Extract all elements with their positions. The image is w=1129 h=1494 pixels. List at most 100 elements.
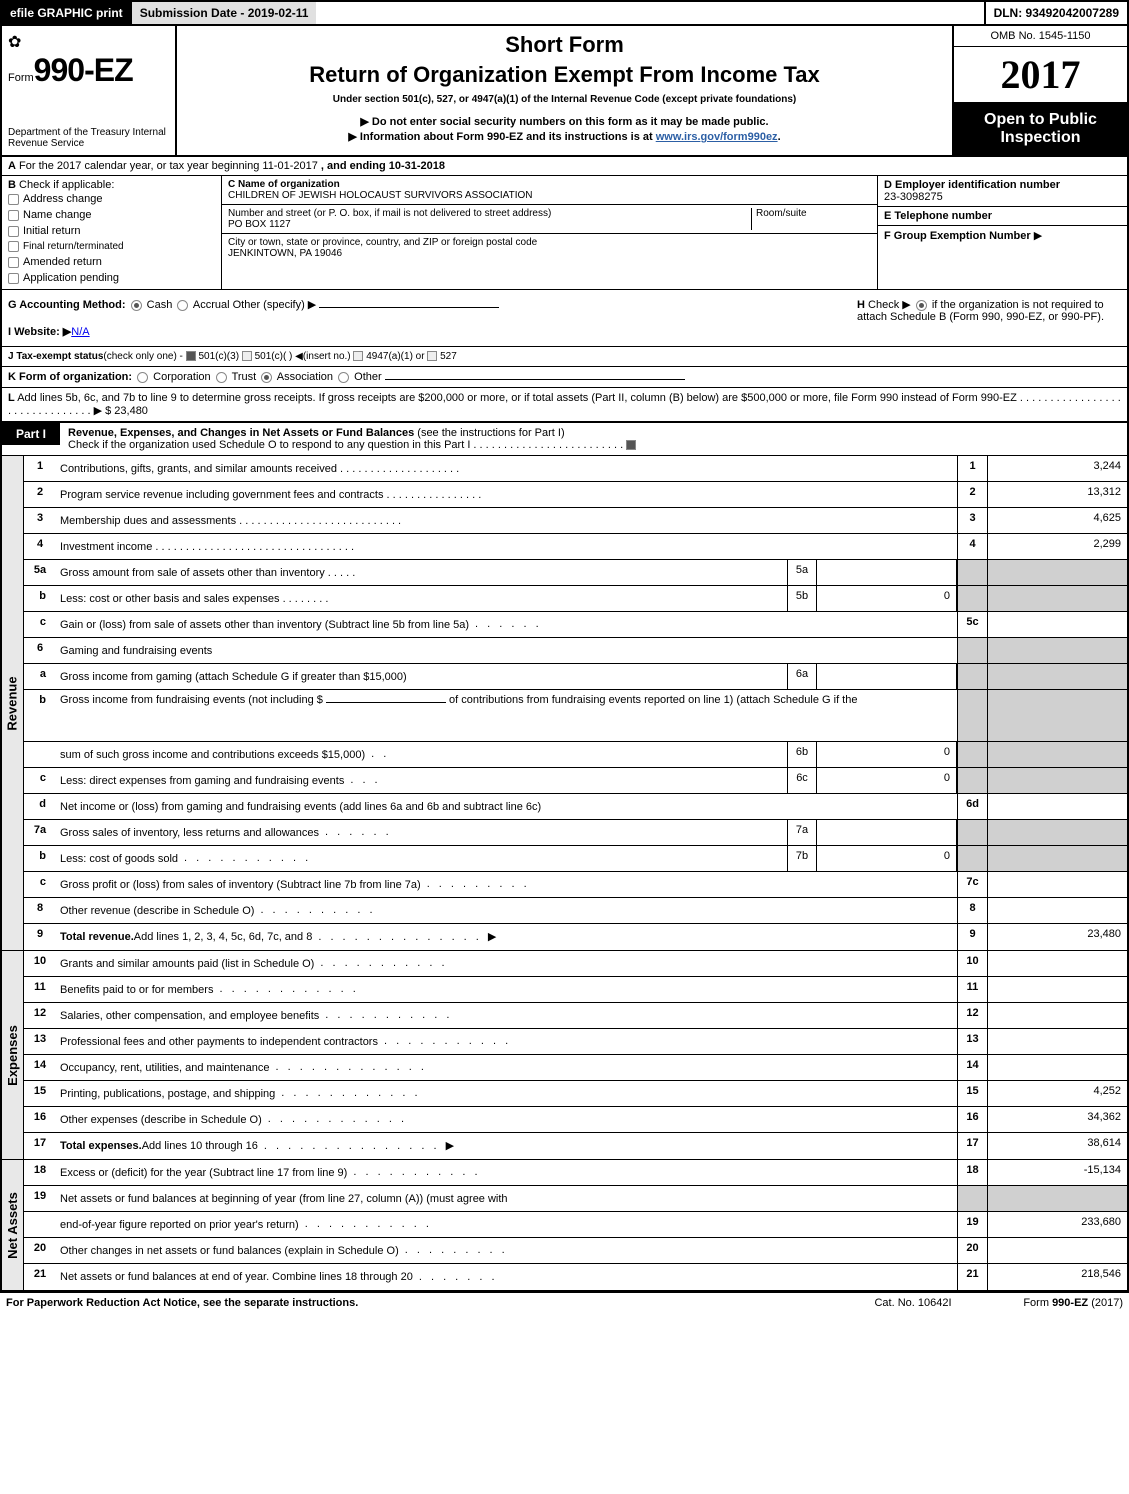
r12-text: Salaries, other compensation, and employ… xyxy=(60,1010,319,1022)
r6a-desc: Gross income from gaming (attach Schedul… xyxy=(56,664,787,689)
r11-text: Benefits paid to or for members xyxy=(60,984,213,996)
r18-val: -15,134 xyxy=(987,1160,1127,1185)
r18-box: 18 xyxy=(957,1160,987,1185)
r16-desc: Other expenses (describe in Schedule O).… xyxy=(56,1107,957,1132)
netassets-rows: 18Excess or (deficit) for the year (Subt… xyxy=(24,1160,1127,1290)
dept-info: Department of the Treasury Internal Reve… xyxy=(8,127,169,149)
expenses-tab-text: Expenses xyxy=(5,1025,20,1086)
open-public-2: Inspection xyxy=(958,129,1123,147)
chk-4947[interactable] xyxy=(353,351,363,361)
r7a-dots: . . . . . . xyxy=(325,826,777,839)
r11-dots: . . . . . . . . . . . . xyxy=(219,983,947,996)
r17-desc: Total expenses. Add lines 10 through 16.… xyxy=(56,1133,957,1159)
notice-ssn: ▶ Do not enter social security numbers o… xyxy=(187,115,942,128)
chk-527[interactable] xyxy=(427,351,437,361)
g-other: Other (specify) ▶ xyxy=(233,299,317,311)
r6b2-desc: sum of such gross income and contributio… xyxy=(56,742,787,767)
radio-h-check[interactable] xyxy=(916,300,927,311)
g-cash: Cash xyxy=(147,299,173,311)
r9-box: 9 xyxy=(957,924,987,950)
j-opt4: 527 xyxy=(440,351,457,362)
submission-date: Submission Date - 2019-02-11 xyxy=(131,2,317,24)
r13-val xyxy=(987,1029,1127,1054)
r17-box: 17 xyxy=(957,1133,987,1159)
r7a-desc: Gross sales of inventory, less returns a… xyxy=(56,820,787,845)
r19-val: 233,680 xyxy=(987,1212,1127,1237)
r5c-dots: . . . . . . xyxy=(475,618,947,631)
r4-val: 2,299 xyxy=(987,534,1127,559)
cb-amended-return[interactable] xyxy=(8,257,19,268)
c-label: C Name of organization xyxy=(228,179,340,190)
k-opt2: Association xyxy=(277,371,333,383)
r10-val xyxy=(987,951,1127,976)
part1-tag: Part I xyxy=(2,423,60,445)
r3-desc: Membership dues and assessments . . . . … xyxy=(56,508,957,533)
cb-initial-return[interactable] xyxy=(8,226,19,237)
radio-corp[interactable] xyxy=(137,372,148,383)
r6a-box-shade xyxy=(957,664,987,689)
r21-dots: . . . . . . . xyxy=(419,1271,947,1284)
netassets-tab: Net Assets xyxy=(2,1160,24,1290)
r12-box: 12 xyxy=(957,1003,987,1028)
g-label: G Accounting Method: xyxy=(8,299,126,311)
city-label: City or town, state or province, country… xyxy=(228,237,537,248)
r10-num: 10 xyxy=(24,951,56,976)
radio-accrual[interactable] xyxy=(177,300,188,311)
cb-final-return[interactable] xyxy=(8,241,19,252)
chk-501c[interactable] xyxy=(242,351,252,361)
r14-num: 14 xyxy=(24,1055,56,1080)
h-text1: Check ▶ xyxy=(868,299,911,311)
r6b-blank[interactable] xyxy=(326,702,446,703)
r7a-subval xyxy=(817,820,957,845)
header: ✿ Form990-EZ Department of the Treasury … xyxy=(2,26,1127,157)
r5b-subval: 0 xyxy=(817,586,957,611)
cb-name-change[interactable] xyxy=(8,210,19,221)
radio-other[interactable] xyxy=(338,372,349,383)
r6d-box: 6d xyxy=(957,794,987,819)
tax-year: 2017 xyxy=(954,47,1127,103)
r2-val: 13,312 xyxy=(987,482,1127,507)
r7a-val-shade xyxy=(987,820,1127,845)
r6b-desc: Gross income from fundraising events (no… xyxy=(56,690,957,741)
r6d-val xyxy=(987,794,1127,819)
line-a-label: A xyxy=(8,160,16,172)
r7c-desc: Gross profit or (loss) from sales of inv… xyxy=(56,872,957,897)
line-k: K Form of organization: Corporation Trus… xyxy=(2,367,1127,388)
footer-right: Form 990-EZ (2017) xyxy=(973,1297,1123,1309)
e-label: E Telephone number xyxy=(884,210,992,222)
radio-assoc[interactable] xyxy=(261,372,272,383)
instructions-link[interactable]: www.irs.gov/form990ez xyxy=(656,131,778,143)
r15-box: 15 xyxy=(957,1081,987,1106)
r16-dots: . . . . . . . . . . . . xyxy=(268,1113,947,1126)
cb-address-change[interactable] xyxy=(8,194,19,205)
r6a-subval xyxy=(817,664,957,689)
efile-print-button[interactable]: efile GRAPHIC print xyxy=(2,2,131,24)
chk-501c3[interactable] xyxy=(186,351,196,361)
room-label: Room/suite xyxy=(756,208,807,219)
r10-desc: Grants and similar amounts paid (list in… xyxy=(56,951,957,976)
cb-application-pending[interactable] xyxy=(8,273,19,284)
chk-schedule-o[interactable] xyxy=(626,440,636,450)
radio-cash[interactable] xyxy=(131,300,142,311)
radio-trust[interactable] xyxy=(216,372,227,383)
r6c-num: c xyxy=(24,768,56,793)
line-l: L Add lines 5b, 6c, and 7b to line 9 to … xyxy=(2,388,1127,423)
r6c-subval: 0 xyxy=(817,768,957,793)
r6c-desc: Less: direct expenses from gaming and fu… xyxy=(56,768,787,793)
k-other-blank[interactable] xyxy=(385,379,685,380)
g-other-blank[interactable] xyxy=(319,307,499,308)
r21-val: 218,546 xyxy=(987,1264,1127,1290)
f-arrow: ▶ xyxy=(1034,230,1042,242)
r7a-text: Gross sales of inventory, less returns a… xyxy=(60,827,319,839)
r6-val-shade xyxy=(987,638,1127,663)
expenses-section: Expenses 10Grants and similar amounts pa… xyxy=(2,951,1127,1160)
cb-label-3: Final return/terminated xyxy=(23,241,124,252)
r14-text: Occupancy, rent, utilities, and maintena… xyxy=(60,1062,270,1074)
r7c-dots: . . . . . . . . . xyxy=(427,878,947,891)
revenue-section: Revenue 1Contributions, gifts, grants, a… xyxy=(2,456,1127,951)
block-bcdef: B Check if applicable: Address change Na… xyxy=(2,176,1127,290)
r12-val xyxy=(987,1003,1127,1028)
cb-label-2: Initial return xyxy=(23,225,80,237)
r7b-text: Less: cost of goods sold xyxy=(60,853,178,865)
website-link[interactable]: N/A xyxy=(71,326,89,338)
